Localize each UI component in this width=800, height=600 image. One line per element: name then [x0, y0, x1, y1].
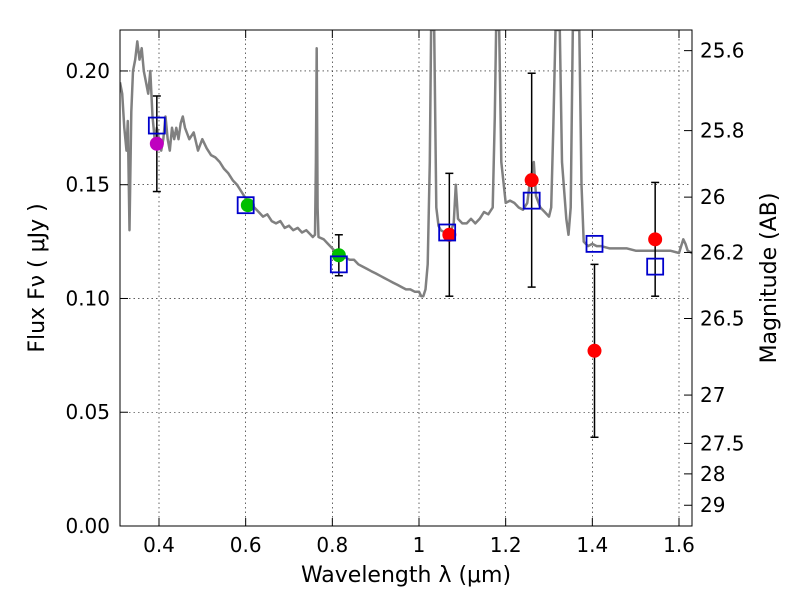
y-tick-label: 0.20	[65, 59, 110, 83]
y-axis-label: Flux Fν ( μJy )	[25, 203, 50, 352]
x-tick-label: 0.8	[316, 533, 348, 557]
y-tick-label: 0.10	[65, 286, 110, 310]
model-photometry-point	[438, 223, 457, 242]
y2-tick-label: 26.5	[700, 306, 745, 330]
model-photometry-point	[646, 257, 665, 276]
y2-tick-label: 29	[700, 493, 725, 517]
grid-lines	[120, 30, 692, 526]
observed-point	[587, 343, 602, 358]
observed-point	[149, 136, 164, 151]
model-photometry-point	[147, 116, 166, 135]
y-tick-label: 0.05	[65, 400, 110, 424]
model-photometry-point	[585, 234, 604, 253]
model-photometry-point	[522, 191, 541, 210]
x-tick-label: 1.2	[490, 533, 522, 557]
y-tick-label: 0.15	[65, 173, 110, 197]
observed-point	[240, 198, 255, 213]
x-axis-label: Wavelength λ (μm)	[301, 563, 511, 588]
x-tick-label: 1	[413, 533, 426, 557]
x-tick-label: 0.4	[143, 533, 175, 557]
y2-tick-label: 25.6	[700, 39, 745, 63]
ticks-layer: 0.4 0.6 0.8 1 1.2 1.4 1.6 0.00 0.05 0.10 0.15 0.20 2…	[65, 30, 745, 557]
model-photometry-point	[329, 255, 348, 274]
x-tick-label: 1.6	[663, 533, 695, 557]
observed-point	[442, 227, 457, 242]
y2-tick-label: 28	[700, 462, 725, 486]
y2-axis-label: Magnitude (AB)	[757, 193, 782, 364]
markers-layer	[147, 116, 665, 358]
model-spectrum-line	[120, 30, 692, 298]
model-photometry-point	[236, 196, 255, 215]
y2-tick-label: 26.2	[700, 240, 745, 264]
x-tick-label: 0.6	[230, 533, 262, 557]
observed-point	[524, 173, 539, 188]
model-spectrum-layer	[120, 30, 692, 298]
y2-tick-label: 26	[700, 185, 725, 209]
y-tick-label: 0.00	[65, 514, 110, 538]
plot-frame	[119, 29, 693, 527]
observed-point	[648, 232, 663, 247]
observed-point	[331, 248, 346, 263]
y2-tick-label: 27.5	[700, 431, 745, 455]
x-tick-label: 1.4	[576, 533, 608, 557]
y2-tick-label: 25.8	[700, 119, 745, 143]
y2-tick-label: 27	[700, 383, 725, 407]
